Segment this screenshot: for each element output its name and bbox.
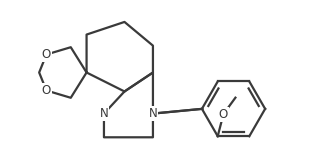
Text: N: N [100, 107, 108, 120]
Text: O: O [219, 108, 228, 121]
Text: O: O [42, 84, 51, 97]
Text: O: O [42, 48, 51, 61]
Text: N: N [149, 107, 157, 120]
